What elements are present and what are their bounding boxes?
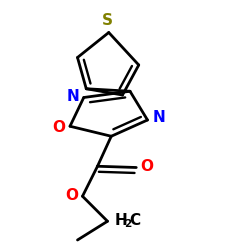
Text: N: N (66, 89, 79, 104)
Text: 2: 2 (124, 219, 132, 229)
Text: N: N (152, 110, 165, 126)
Text: H: H (114, 213, 127, 228)
Text: O: O (52, 120, 65, 135)
Text: O: O (140, 159, 153, 174)
Text: S: S (102, 13, 113, 28)
Text: C: C (130, 213, 140, 228)
Text: O: O (66, 188, 78, 203)
